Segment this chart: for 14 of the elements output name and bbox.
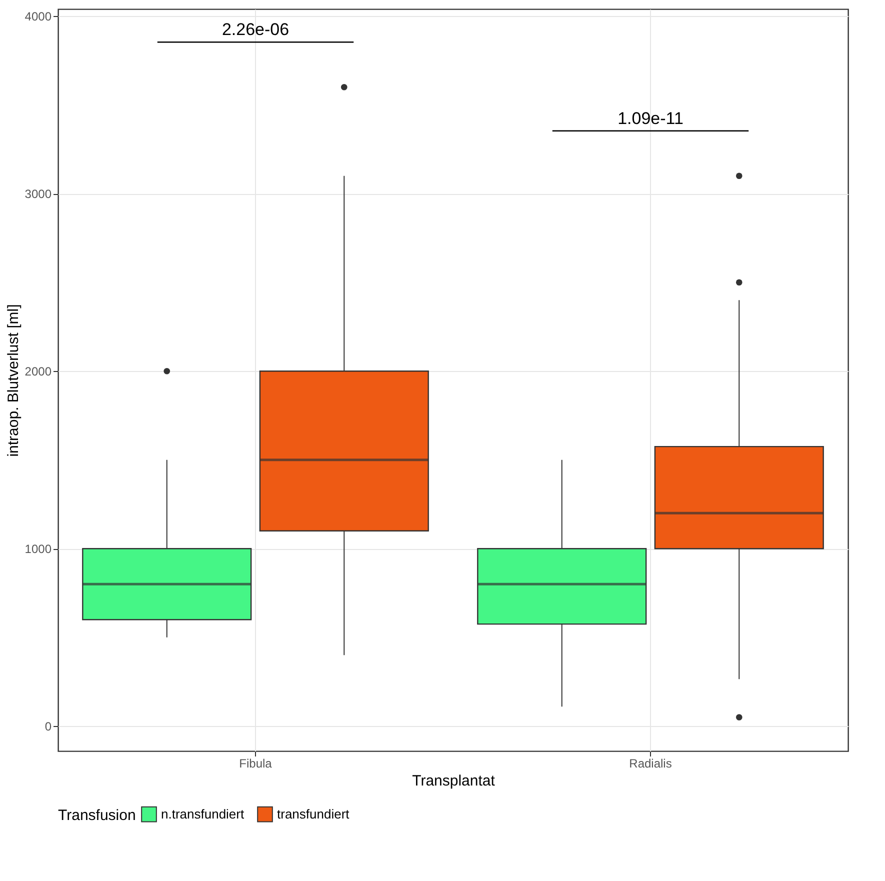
x-tick-label: Radialis [629, 756, 672, 770]
annotation: 2.26e-06 [222, 20, 290, 40]
legend-label: transfundiert [277, 806, 350, 822]
y-tick-label: 3000 [24, 187, 52, 202]
x-axis-title: Transplantat [412, 772, 496, 790]
legend-label: n.transfundiert [161, 806, 244, 822]
x-tick-label: Fibula [239, 756, 272, 770]
y-tick-label: 0 [44, 720, 52, 734]
legend-title: Transfusion [58, 807, 136, 824]
y-tick-label: 4000 [24, 10, 52, 24]
y-axis-title: intraop. Blutverlust [ml] [4, 304, 22, 457]
y-tick-label: 1000 [24, 542, 52, 556]
annotation: 1.09e-11 [618, 108, 684, 128]
y-tick-label: 2000 [24, 364, 52, 379]
